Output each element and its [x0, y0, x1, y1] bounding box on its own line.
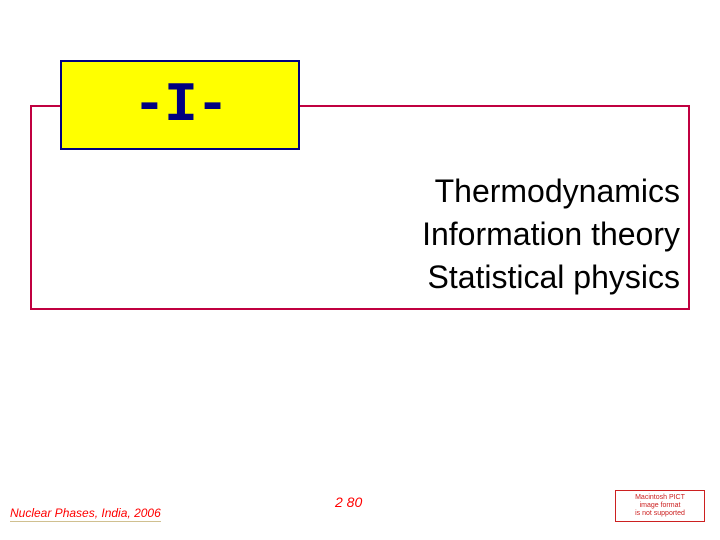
- topics-block: Thermodynamics Information theory Statis…: [422, 170, 680, 300]
- topic-line-2: Information theory: [422, 213, 680, 256]
- page-number: 2 80: [335, 494, 362, 510]
- pict-line-2: image format: [640, 502, 681, 510]
- pict-line-1: Macintosh PICT: [635, 494, 685, 502]
- pict-line-3: is not supported: [635, 510, 685, 518]
- title-text: -I-: [133, 73, 228, 137]
- footer-source: Nuclear Phases, India, 2006: [10, 506, 161, 522]
- topic-line-3: Statistical physics: [422, 256, 680, 299]
- topic-line-1: Thermodynamics: [422, 170, 680, 213]
- pict-placeholder: Macintosh PICT image format is not suppo…: [615, 490, 705, 522]
- title-box: -I-: [60, 60, 300, 150]
